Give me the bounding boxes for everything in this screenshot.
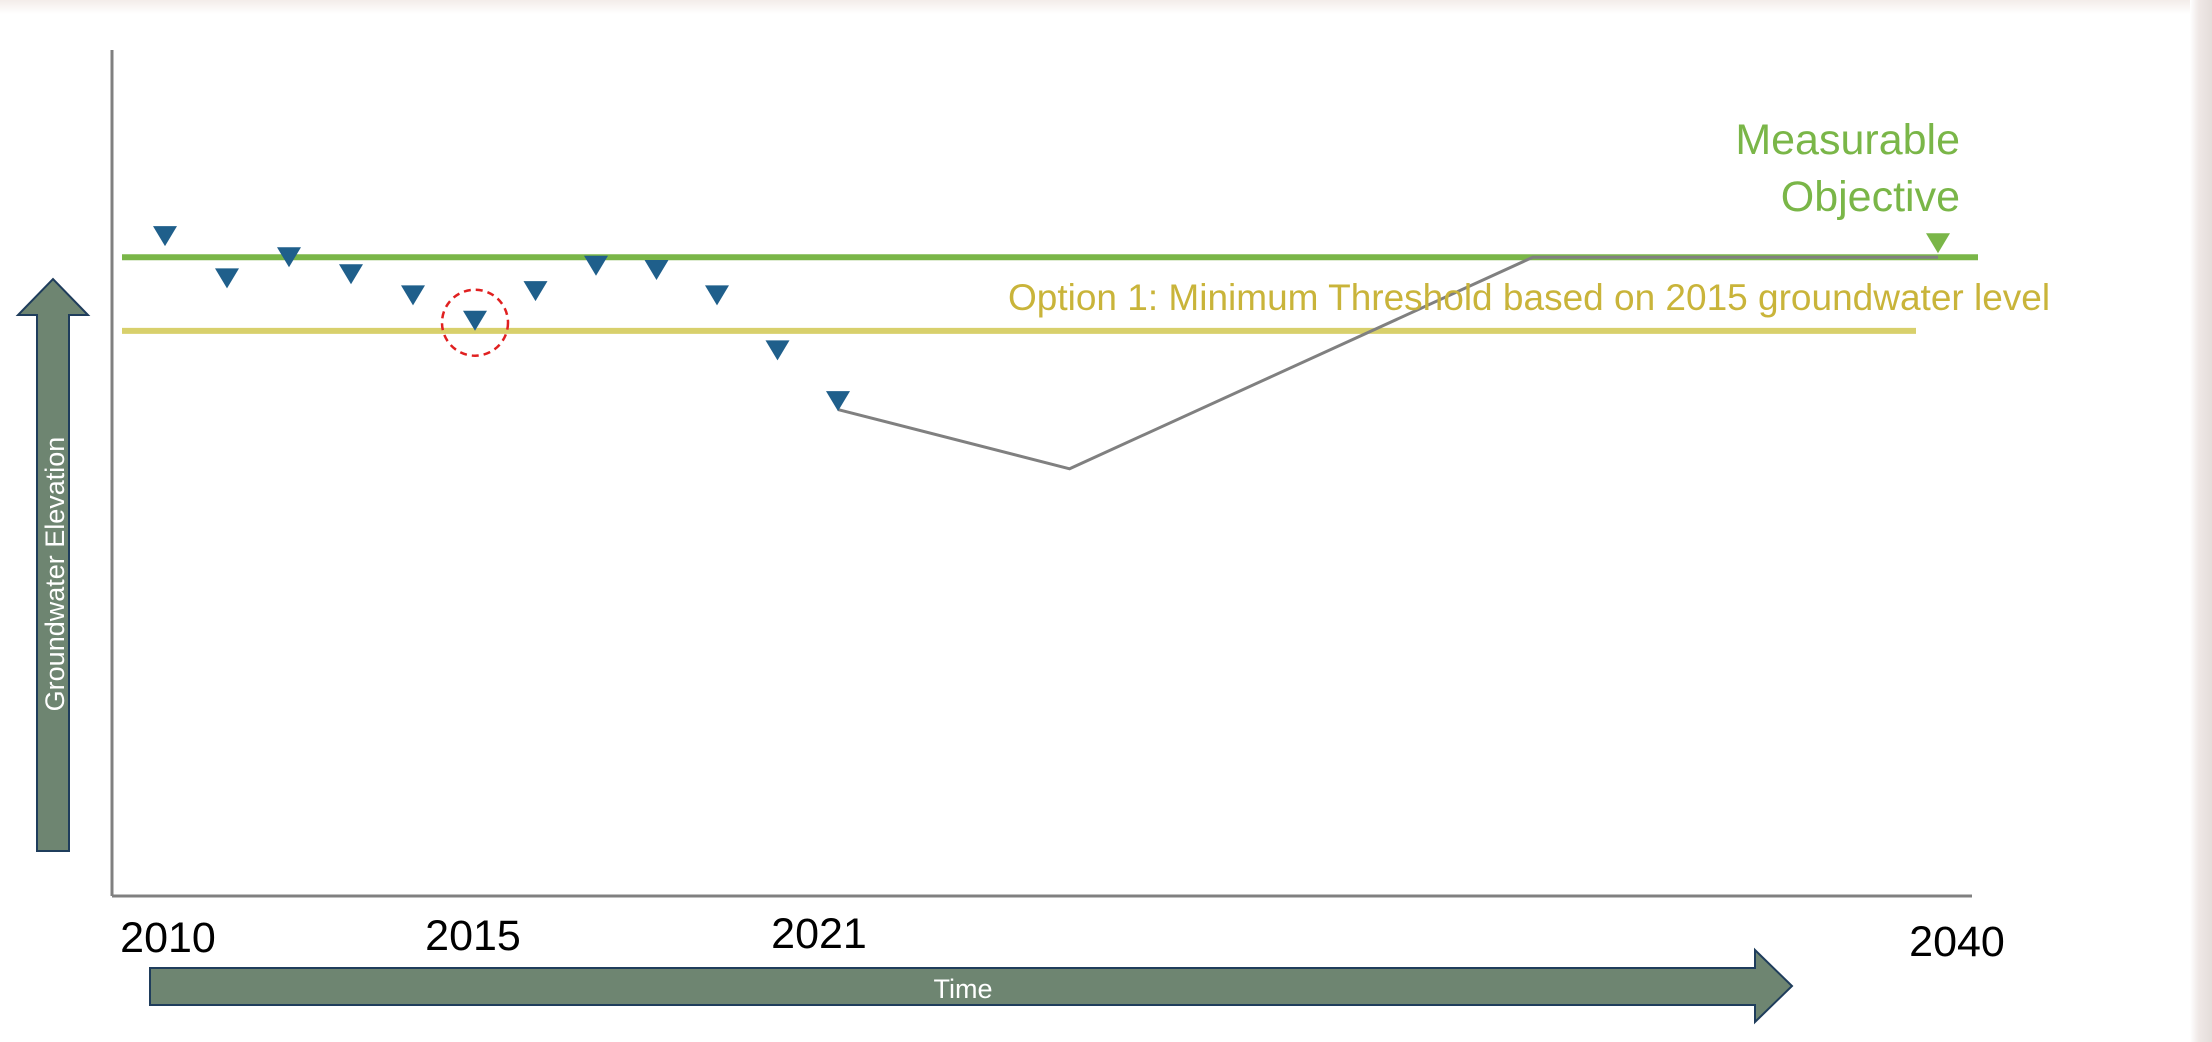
observed-point <box>523 281 548 302</box>
observed-point <box>277 247 301 268</box>
measurable-objective-label: Measurable <box>1735 116 1960 164</box>
highlight-circle <box>440 288 510 357</box>
observed-point <box>153 226 177 247</box>
minimum-threshold-label: Option 1: Minimum Threshold based on 201… <box>1008 277 2050 318</box>
x-tick-label: 2040 <box>1909 918 2005 966</box>
projected-path-line <box>837 255 1938 471</box>
observed-point <box>463 310 487 331</box>
measurable-objective-label-line2: Objective <box>1781 173 1960 221</box>
x-tick-label: 2010 <box>120 914 216 962</box>
slide-edge-shadow <box>2190 0 2212 1042</box>
observed-point <box>705 285 729 306</box>
time-axis-label: Time <box>934 974 993 1004</box>
observed-point <box>401 285 425 306</box>
observed-point <box>215 268 239 289</box>
time-axis-arrow <box>149 947 1794 1025</box>
elevation-axis-label: Groundwater Elevation <box>40 437 70 712</box>
objective-marker <box>1926 233 1950 254</box>
x-tick-label: 2021 <box>771 910 867 958</box>
x-tick-label: 2015 <box>425 912 521 960</box>
observed-point <box>644 259 669 280</box>
observed-point <box>339 264 363 285</box>
observed-points <box>153 226 850 412</box>
observed-point <box>584 255 608 276</box>
observed-point <box>765 340 790 361</box>
observed-point <box>826 391 850 412</box>
elevation-axis-arrow <box>15 277 91 852</box>
